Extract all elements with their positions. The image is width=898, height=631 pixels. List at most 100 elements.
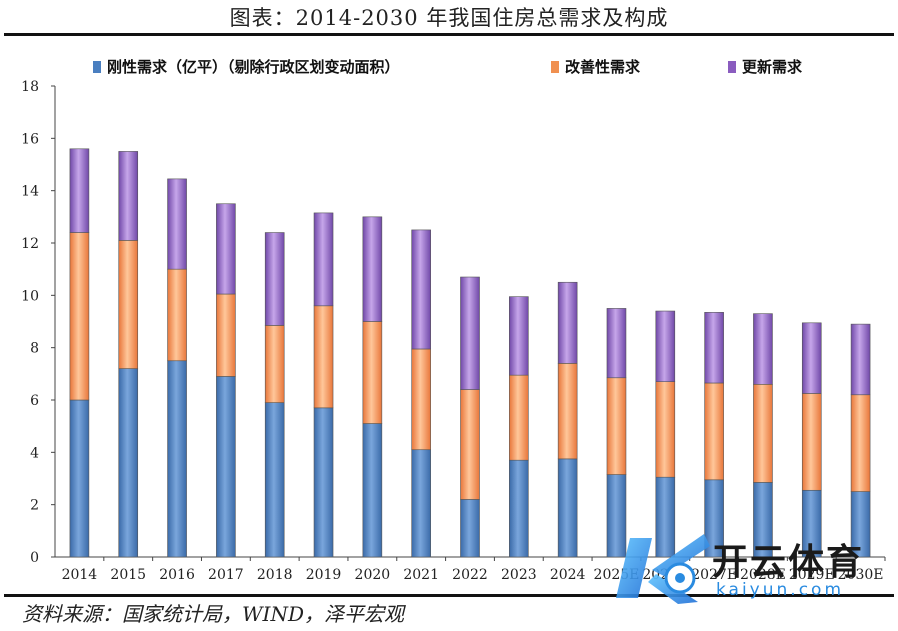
- x-tick-label: 2030E: [838, 567, 884, 583]
- bar-segment-renewal: [801, 322, 822, 394]
- x-tick-label: 2023: [501, 567, 537, 583]
- y-tick-label: 8: [30, 341, 39, 357]
- bar-segment-improve: [69, 232, 90, 401]
- bar-segment-renewal: [69, 148, 90, 233]
- chart-title: 图表：2014-2030 年我国住房总需求及构成: [229, 6, 669, 30]
- bar-stack-2018: [264, 232, 285, 558]
- legend-label-rigid: 刚性需求（亿平）（剔除行政区划变动面积）: [107, 58, 400, 76]
- bar-stack-2015: [118, 151, 139, 558]
- bar-segment-renewal: [557, 281, 578, 364]
- legend-swatch-rigid: [93, 60, 101, 73]
- bar-segment-rigid: [118, 368, 139, 558]
- bar-segment-improve: [509, 374, 529, 461]
- bar-stack-2021: [411, 229, 431, 558]
- bar-stack-2027E: [704, 312, 724, 558]
- bar-segment-renewal: [850, 323, 871, 396]
- bar-segment-renewal: [753, 313, 773, 385]
- x-tick-label: 2020: [355, 567, 391, 583]
- bar-segment-renewal: [460, 276, 480, 390]
- bar-segment-improve: [655, 381, 676, 478]
- kaiyun-logo-icon: [616, 534, 710, 604]
- bar-segment-improve: [167, 268, 187, 362]
- bar-stack-2026E: [655, 310, 676, 558]
- bar-segment-renewal: [118, 151, 139, 241]
- bar-segment-renewal: [216, 203, 236, 295]
- bar-segment-improve: [264, 325, 285, 403]
- x-tick-label: 2027E: [691, 567, 737, 583]
- bar-segment-improve: [118, 240, 139, 369]
- watermark-domain: kaiyun.com: [716, 580, 845, 600]
- legend-swatch-improve: [551, 60, 559, 73]
- bar-segment-improve: [460, 389, 480, 500]
- bar-segment-rigid: [313, 407, 334, 558]
- footer-rule: [4, 594, 894, 597]
- x-tick-label: 2021: [403, 567, 439, 583]
- legend-item-improve: 改善性需求: [551, 56, 640, 77]
- bar-stack-2024: [557, 281, 578, 558]
- bar-stack-2017: [216, 203, 236, 558]
- legend-label-improve: 改善性需求: [565, 58, 641, 76]
- bar-segment-renewal: [655, 310, 676, 382]
- y-tick-label: 12: [21, 236, 39, 252]
- bar-segment-rigid: [69, 399, 90, 558]
- bar-segment-improve: [313, 305, 334, 409]
- bar-segment-rigid: [411, 449, 431, 558]
- watermark-logo-text: 开云体育: [712, 542, 865, 583]
- bar-stack-2025E: [606, 308, 627, 558]
- bar-segment-improve: [557, 363, 578, 460]
- y-tick-label: 4: [30, 445, 39, 461]
- bar-segment-rigid: [216, 376, 236, 558]
- bars: [69, 148, 871, 558]
- bar-segment-improve: [362, 321, 383, 424]
- x-tick-label: 2022: [452, 567, 488, 583]
- y-tick-label: 16: [21, 131, 39, 147]
- legend: 刚性需求（亿平）（剔除行政区划变动面积） 改善性需求 更新需求: [0, 56, 898, 76]
- bar-stack-2023: [509, 296, 529, 558]
- bar-segment-improve: [704, 382, 724, 481]
- legend-item-renewal: 更新需求: [728, 56, 802, 77]
- bar-segment-rigid: [362, 423, 383, 558]
- y-tick-label: 6: [30, 393, 39, 409]
- bar-stack-2020: [362, 216, 383, 558]
- bar-stack-2030E: [850, 323, 871, 558]
- bar-stack-2028E: [753, 313, 773, 558]
- bar-segment-rigid: [264, 402, 285, 558]
- bar-segment-rigid: [460, 499, 480, 558]
- title-rule: [4, 33, 894, 36]
- bar-segment-improve: [411, 348, 431, 451]
- bar-segment-renewal: [264, 232, 285, 326]
- bar-segment-renewal: [509, 296, 529, 376]
- x-tick-label: 2024: [550, 567, 586, 583]
- bar-segment-improve: [850, 394, 871, 492]
- y-tick-label: 18: [21, 79, 39, 95]
- bar-segment-rigid: [167, 360, 187, 558]
- watermark: 开云体育 kaiyun.com: [612, 528, 898, 608]
- bar-segment-renewal: [313, 212, 334, 307]
- x-tick-label: 2028E: [740, 567, 786, 583]
- bar-segment-renewal: [167, 178, 187, 270]
- source-note: 资料来源：国家统计局，WIND，泽平宏观: [22, 602, 404, 626]
- x-tick-label: 2017: [208, 567, 244, 583]
- bar-stack-2022: [460, 276, 480, 558]
- bar-segment-rigid: [557, 458, 578, 558]
- bar-stack-2029E: [801, 322, 822, 558]
- legend-item-rigid: 刚性需求（亿平）（剔除行政区划变动面积）: [93, 56, 400, 77]
- bar-segment-improve: [801, 393, 822, 491]
- bar-segment-improve: [753, 383, 773, 483]
- bar-segment-renewal: [362, 216, 383, 322]
- x-tick-label: 2016: [159, 567, 195, 583]
- x-tick-label: 2019: [306, 567, 342, 583]
- legend-label-renewal: 更新需求: [742, 58, 803, 76]
- y-tick-label: 10: [21, 288, 39, 304]
- bar-segment-rigid: [509, 459, 529, 558]
- x-tick-label: 2018: [257, 567, 293, 583]
- legend-swatch-renewal: [728, 60, 736, 73]
- bar-segment-renewal: [606, 308, 627, 379]
- bar-segment-improve: [606, 377, 627, 475]
- bar-segment-renewal: [411, 229, 431, 350]
- y-tick-label: 0: [30, 550, 39, 566]
- x-tick-label: 2029E: [789, 567, 835, 583]
- bar-segment-renewal: [704, 312, 724, 384]
- bar-segment-improve: [216, 293, 236, 377]
